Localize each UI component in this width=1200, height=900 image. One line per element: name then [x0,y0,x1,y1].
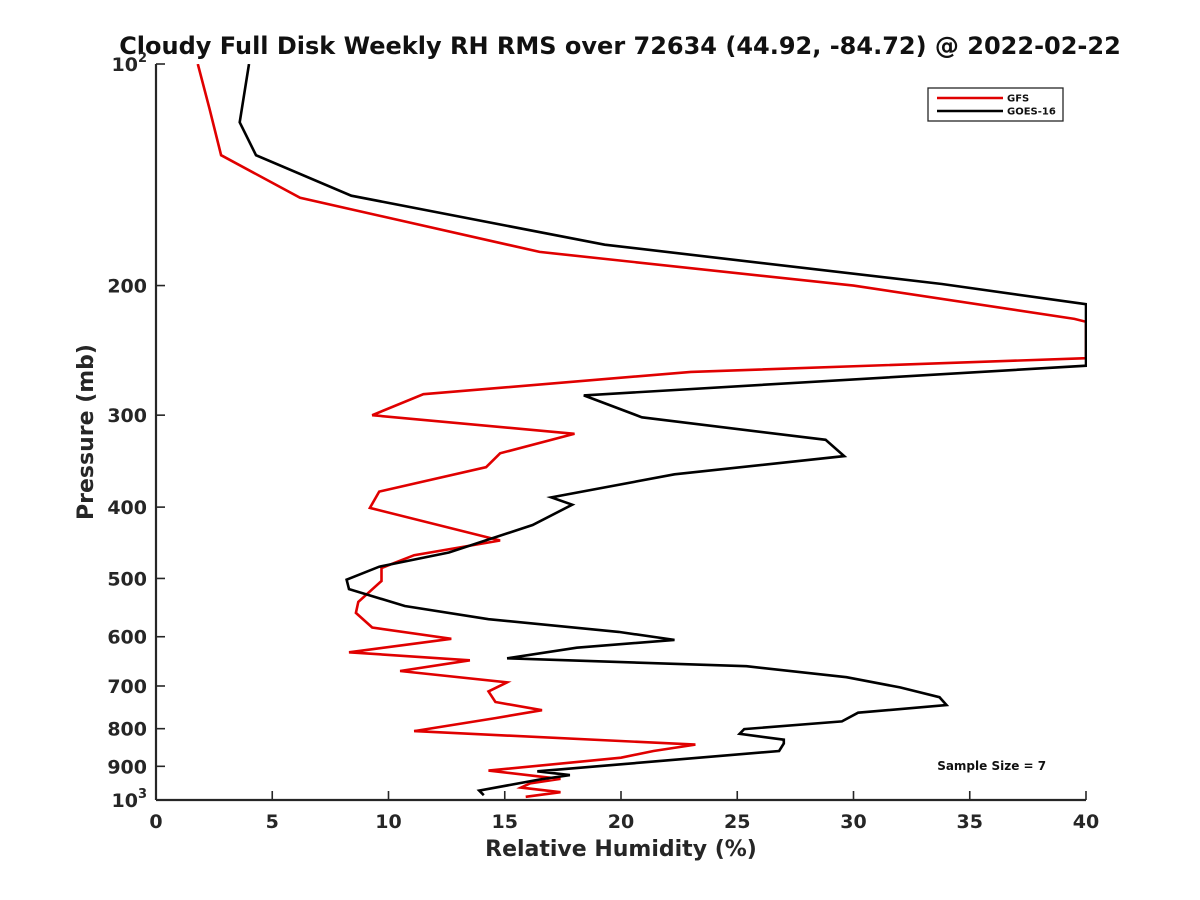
x-tick-label-40: 40 [1073,811,1099,833]
legend: GFS GOES-16 [927,87,1064,122]
series-line-goes16 [238,64,1087,797]
y-tick-label-500: 500 [107,568,147,590]
plot-area [196,64,1087,799]
annotation-sample-size: Sample Size = 7 [937,759,1046,773]
legend-box [927,87,1064,122]
x-axis-ticks: 0 5 10 15 20 25 30 35 40 [149,791,1099,833]
y-axis-label: Pressure (mb) [74,344,99,520]
legend-label-gfs: GFS [1007,94,1029,105]
y-tick-label-200: 200 [107,276,147,298]
x-tick-label-20: 20 [608,811,634,833]
x-tick-label-25: 25 [724,811,750,833]
x-tick-label-35: 35 [957,811,983,833]
y-tick-label-900: 900 [107,756,147,778]
x-axis-label: Relative Humidity (%) [485,837,757,862]
y-tick-label-700: 700 [107,676,147,698]
y-tick-label-800: 800 [107,719,147,741]
y-axis-ticks: 102 200 300 400 500 600 700 800 900 103 [107,51,165,812]
y-tick-label-600: 600 [107,627,147,649]
chart-title: Cloudy Full Disk Weekly RH RMS over 7263… [119,32,1121,60]
y-tick-label-100: 102 [112,51,148,76]
x-tick-label-30: 30 [840,811,866,833]
y-tick-label-1000: 103 [112,787,148,812]
x-tick-label-15: 15 [492,811,518,833]
legend-label-goes16: GOES-16 [1007,107,1056,118]
x-tick-label-10: 10 [375,811,401,833]
y-tick-label-300: 300 [107,405,147,427]
x-tick-label-0: 0 [149,811,162,833]
y-tick-label-400: 400 [107,497,147,519]
x-tick-label-5: 5 [266,811,279,833]
